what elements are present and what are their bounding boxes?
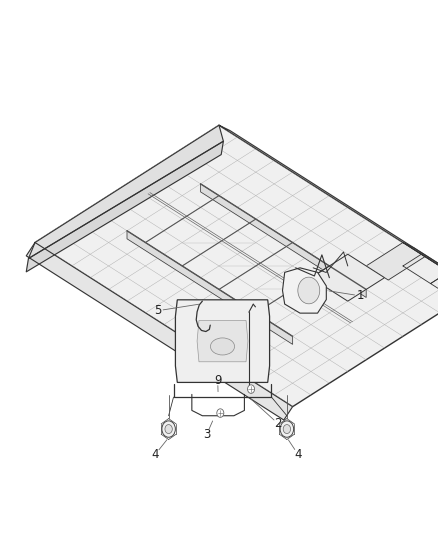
Polygon shape — [219, 125, 438, 295]
Text: 3: 3 — [203, 428, 210, 441]
Ellipse shape — [210, 338, 234, 355]
Polygon shape — [26, 243, 293, 420]
Text: 1: 1 — [356, 289, 364, 302]
Polygon shape — [26, 141, 223, 272]
Polygon shape — [403, 254, 438, 284]
Polygon shape — [366, 243, 425, 280]
Text: 4: 4 — [294, 448, 302, 461]
Circle shape — [217, 409, 224, 417]
Text: 5: 5 — [154, 304, 161, 317]
Polygon shape — [127, 231, 293, 344]
Circle shape — [298, 277, 320, 304]
Polygon shape — [283, 268, 326, 313]
Polygon shape — [201, 184, 366, 297]
Text: 2: 2 — [274, 417, 282, 430]
Circle shape — [283, 425, 290, 433]
Circle shape — [247, 385, 254, 393]
Polygon shape — [35, 125, 438, 407]
Polygon shape — [197, 320, 248, 362]
Text: 4: 4 — [152, 448, 159, 461]
Circle shape — [162, 421, 175, 437]
Circle shape — [280, 421, 293, 437]
Polygon shape — [175, 300, 269, 383]
Polygon shape — [403, 243, 438, 295]
Polygon shape — [431, 272, 438, 295]
Circle shape — [165, 425, 172, 433]
Text: 9: 9 — [214, 374, 222, 386]
Polygon shape — [311, 254, 385, 301]
Polygon shape — [28, 125, 223, 259]
